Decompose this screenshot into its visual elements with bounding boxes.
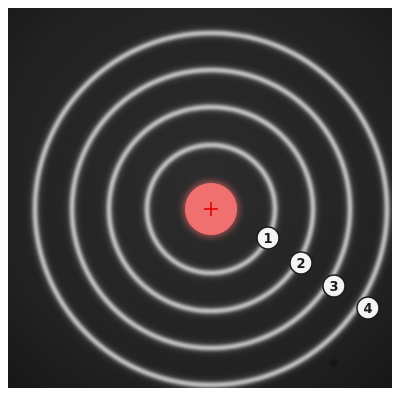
dark-speck [330,359,338,367]
ring-marker-label: 1 [263,232,272,247]
ring-marker-2: 2 [289,251,313,275]
ring-1 [143,141,279,277]
crosshair-icon [204,202,218,216]
ring-marker-label: 3 [329,280,338,295]
ring-marker-1: 1 [256,226,280,250]
ring-marker-4: 4 [356,296,380,320]
concentric-rings-scene: 1 2 3 4 [8,8,392,388]
ring-marker-3: 3 [322,274,346,298]
ring-2 [105,103,317,315]
ring-3 [68,66,354,352]
ring-marker-label: 4 [363,302,372,317]
ring-4 [31,29,391,388]
ring-marker-label: 2 [296,257,305,272]
target-image: 1 2 3 4 [8,8,392,388]
